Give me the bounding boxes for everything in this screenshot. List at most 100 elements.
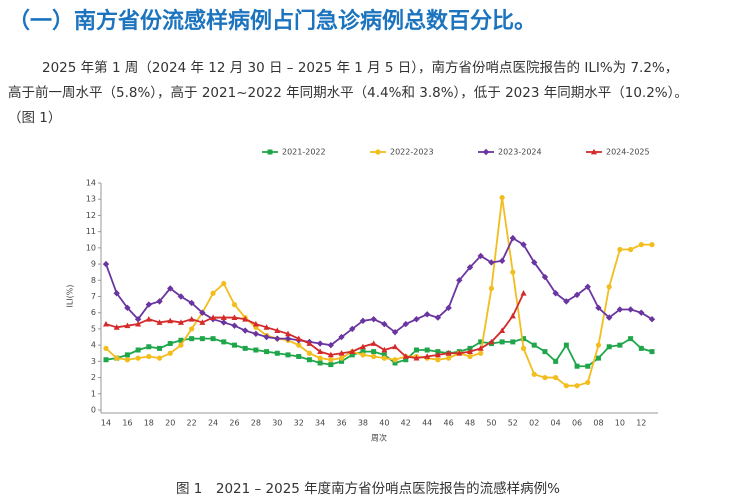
legend-label: 2021-2022 [282,148,326,157]
data-point [252,330,260,337]
data-point [113,324,120,330]
data-point [124,352,130,358]
data-point [156,319,163,325]
data-point [274,327,281,333]
data-point [285,330,291,337]
data-point [435,357,441,363]
x-tick-label: 16 [122,419,132,428]
data-point [317,348,324,355]
data-point [114,355,120,361]
data-point [628,336,634,342]
data-point [467,348,473,355]
data-point [296,353,302,359]
data-point [189,336,195,342]
data-point [413,354,420,361]
data-point [467,345,473,351]
data-point [605,314,613,321]
data-point [242,345,248,351]
x-tick-label: 06 [572,419,582,428]
data-point [616,306,624,313]
data-point [296,342,302,348]
x-tick-label: 36 [336,419,346,428]
data-point [477,345,484,351]
data-point [167,317,174,324]
data-point [478,350,484,356]
legend-label: 2024-2025 [606,148,650,157]
data-point [520,290,527,296]
data-point [424,353,431,359]
data-point [328,357,334,363]
legend-label: 2023-2024 [498,148,542,157]
data-point [434,351,441,358]
data-point [231,302,238,308]
data-point [381,320,388,328]
data-point [381,352,387,358]
data-point [178,337,184,343]
data-point [135,347,141,353]
data-point [134,316,142,323]
x-tick-label: 38 [358,419,368,428]
data-point [542,374,548,381]
data-point [445,350,452,356]
data-point [499,327,506,333]
x-tick-label: 12 [636,419,646,428]
data-point [178,342,184,348]
data-point [177,319,184,325]
data-point [231,342,237,348]
x-tick-label: 26 [229,419,239,428]
data-point [541,273,549,281]
data-point [595,355,601,361]
data-point [199,309,206,316]
data-point [124,322,131,329]
data-point [392,360,398,366]
data-point [552,290,559,297]
x-axis-label: 周次 [371,433,387,443]
data-point [113,290,120,297]
data-point [210,314,217,320]
x-tick-label: 18 [144,419,154,428]
data-point [553,358,559,364]
data-point [563,298,570,305]
data-point [478,339,484,345]
data-point [574,363,580,369]
data-point [371,353,377,360]
data-point [498,257,506,265]
data-point [188,316,195,322]
x-tick-label: 48 [465,419,475,428]
data-point [617,246,623,253]
x-tick-label: 40 [379,419,389,428]
data-point [402,320,409,328]
x-tick-label: 22 [187,419,197,428]
paragraph-line: 高于前一周水平（5.8%），高于 2021~2022 年同期水平（4.4%和 3… [8,84,688,101]
data-point [402,353,409,359]
data-point [649,349,655,355]
data-point [156,355,163,361]
legend-label: 2022-2023 [390,148,434,157]
legend-marker [591,148,597,155]
x-tick-label: 50 [486,419,496,428]
x-tick-label: 34 [315,419,325,428]
paragraph-line: 2025 年第 1 周（2024 年 12 月 30 日 – 2025 年 1 … [42,59,678,76]
series-line [105,337,653,368]
y-tick-label: 6 [91,308,96,317]
data-point [649,242,655,248]
data-point [531,259,538,266]
data-point [445,304,452,312]
x-tick-label: 10 [615,419,625,428]
data-point [413,347,419,353]
legend-marker [267,149,273,155]
data-point [488,259,495,266]
y-tick-label: 3 [91,357,96,366]
x-tick-label: 32 [294,419,304,428]
data-point [392,343,399,350]
data-point [467,353,473,360]
data-point [563,383,569,389]
data-point [509,312,516,319]
y-tick-label: 13 [86,195,96,204]
y-tick-label: 9 [91,260,96,269]
data-point [488,285,495,291]
y-tick-label: 11 [86,227,96,236]
data-point [221,280,227,287]
data-point [573,291,581,299]
